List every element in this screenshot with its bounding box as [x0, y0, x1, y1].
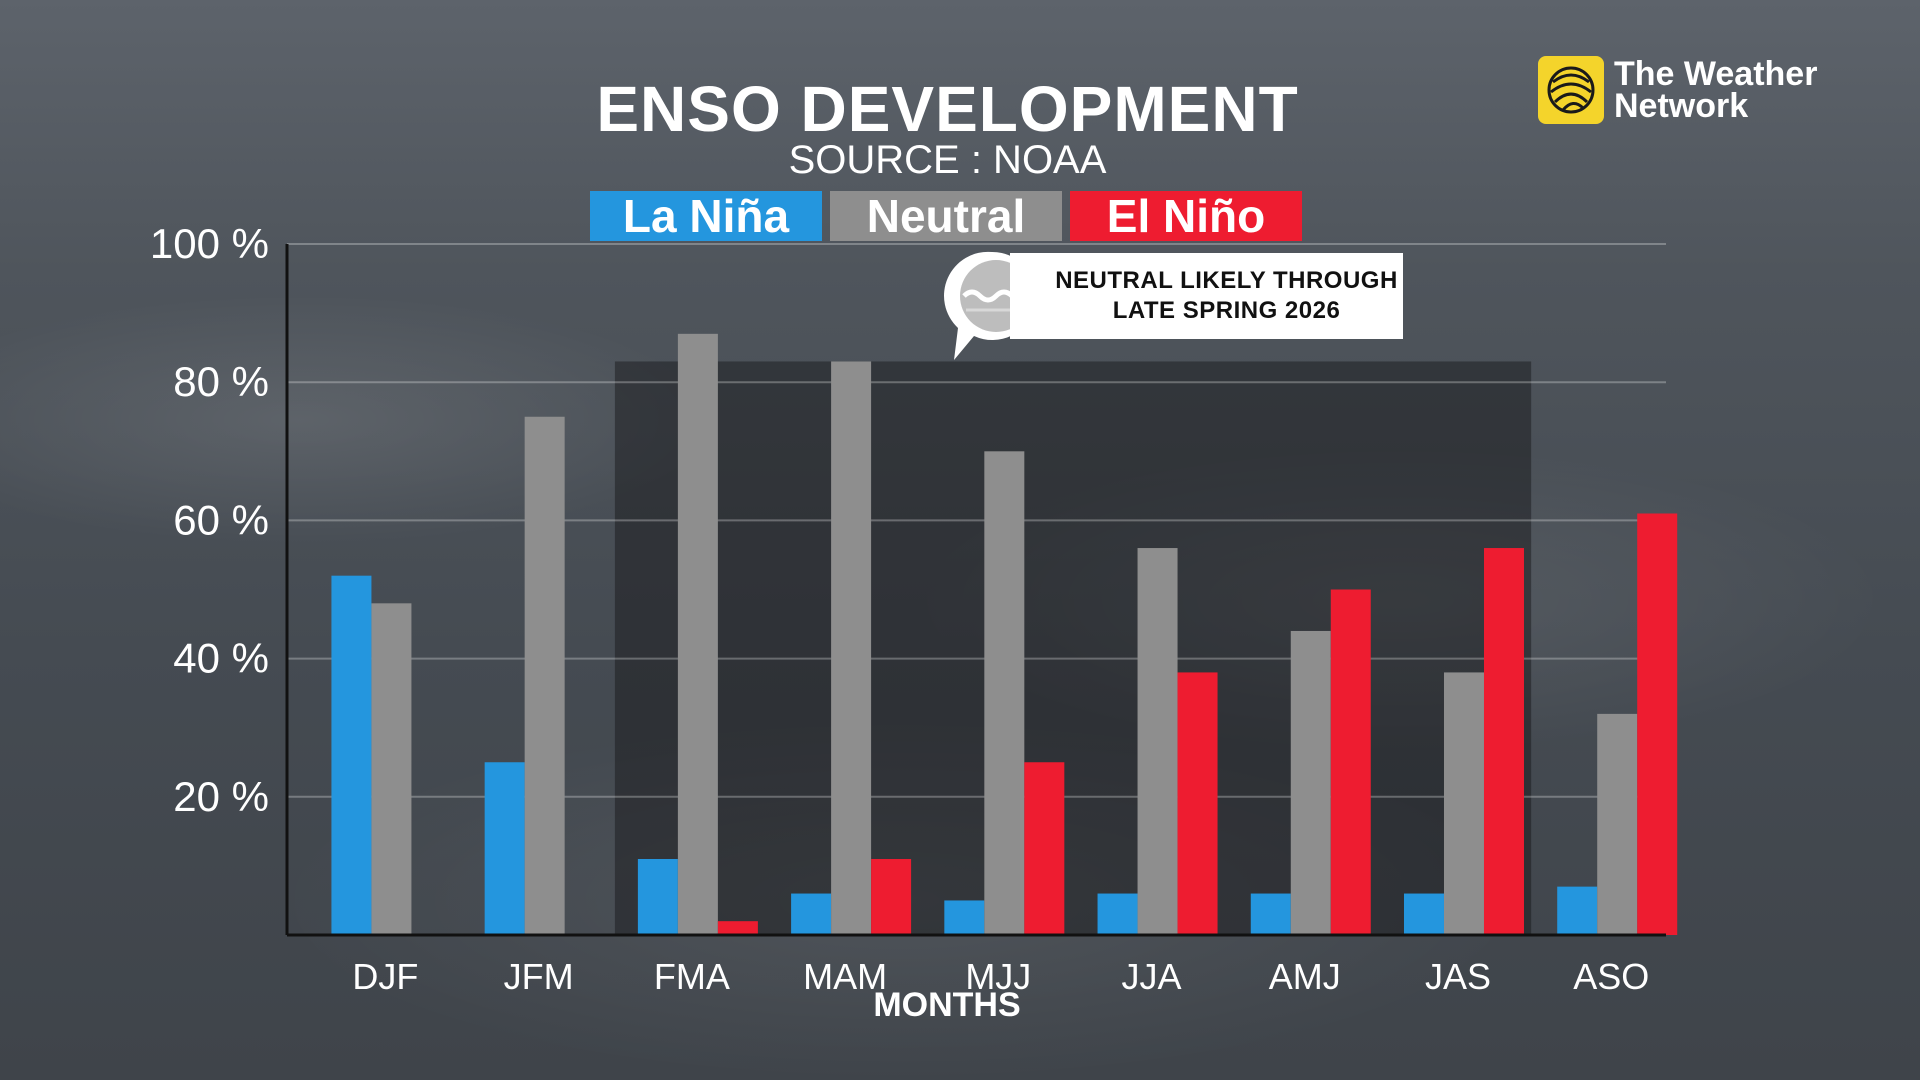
bar-neutral-mjj — [984, 451, 1025, 935]
legend-label-la-nina: La Niña — [622, 190, 790, 242]
brand-name-line1: The Weather — [1614, 55, 1818, 93]
chart-title: ENSO DEVELOPMENT — [596, 73, 1299, 145]
callout-line1: NEUTRAL LIKELY THROUGH — [1055, 267, 1398, 294]
legend: La Niña Neutral El Niño — [590, 190, 1302, 242]
callout-box: NEUTRAL LIKELY THROUGH LATE SPRING 2026 — [1010, 253, 1403, 339]
x-tick-label: AMJ — [1269, 956, 1341, 997]
legend-item-neutral: Neutral — [830, 190, 1062, 242]
brand-name-line2: Network — [1614, 87, 1749, 125]
legend-label-neutral: Neutral — [866, 190, 1026, 242]
highlight-region — [614, 361, 1532, 936]
x-tick-label: JFM — [504, 956, 574, 997]
x-tick-label: JJA — [1122, 956, 1182, 997]
x-tick-label: FMA — [654, 956, 730, 997]
chart-subtitle: SOURCE : NOAA — [788, 138, 1107, 182]
brand-name: The Weather Network — [1614, 55, 1818, 125]
bar-la-ni-a-jas — [1403, 893, 1444, 935]
y-tick-label: 60 % — [173, 496, 269, 543]
x-tick-label: ASO — [1573, 956, 1649, 997]
bar-neutral-jfm — [524, 416, 565, 935]
bar-el-ni-o-jas — [1483, 548, 1524, 935]
bar-el-ni-o-mjj — [1024, 762, 1065, 935]
bar-el-ni-o-aso — [1637, 513, 1678, 935]
x-tick-label: JAS — [1425, 956, 1491, 997]
bar-neutral-djf — [371, 603, 412, 935]
legend-item-la-nina: La Niña — [590, 190, 822, 242]
swirl-logo-icon — [1538, 56, 1604, 124]
bar-neutral-jas — [1443, 672, 1484, 935]
y-tick-label: 80 % — [173, 358, 269, 405]
bar-la-ni-a-mjj — [944, 900, 985, 935]
bar-la-ni-a-jja — [1097, 893, 1138, 935]
brand-logo: The Weather Network — [1538, 56, 1817, 124]
y-tick-label: 20 % — [173, 773, 269, 820]
y-tick-label: 100 % — [150, 220, 269, 267]
bar-neutral-fma — [677, 333, 718, 936]
bar-la-ni-a-fma — [637, 858, 678, 935]
bar-el-ni-o-fma — [717, 921, 758, 935]
bar-el-ni-o-jja — [1177, 672, 1218, 935]
bar-neutral-mam — [831, 361, 872, 936]
bar-el-ni-o-mam — [871, 858, 912, 935]
x-tick-label: MAM — [803, 956, 887, 997]
legend-item-el-nino: El Niño — [1070, 190, 1302, 242]
x-tick-label: MJJ — [965, 956, 1031, 997]
bar-neutral-amj — [1290, 630, 1331, 935]
bar-la-ni-a-djf — [331, 575, 372, 935]
bar-neutral-aso — [1597, 713, 1638, 935]
bar-la-ni-a-amj — [1250, 893, 1291, 935]
bar-la-ni-a-aso — [1557, 886, 1598, 935]
x-tick-label: DJF — [352, 956, 418, 997]
legend-label-el-nino: El Niño — [1106, 190, 1266, 242]
y-tick-label: 40 % — [173, 635, 269, 682]
bar-el-ni-o-amj — [1330, 589, 1371, 935]
bar-la-ni-a-jfm — [484, 762, 525, 935]
x-axis-label: MONTHS — [873, 986, 1020, 1024]
bar-la-ni-a-mam — [791, 893, 832, 935]
bar-neutral-jja — [1137, 548, 1178, 935]
callout-line2: LATE SPRING 2026 — [1112, 297, 1341, 324]
